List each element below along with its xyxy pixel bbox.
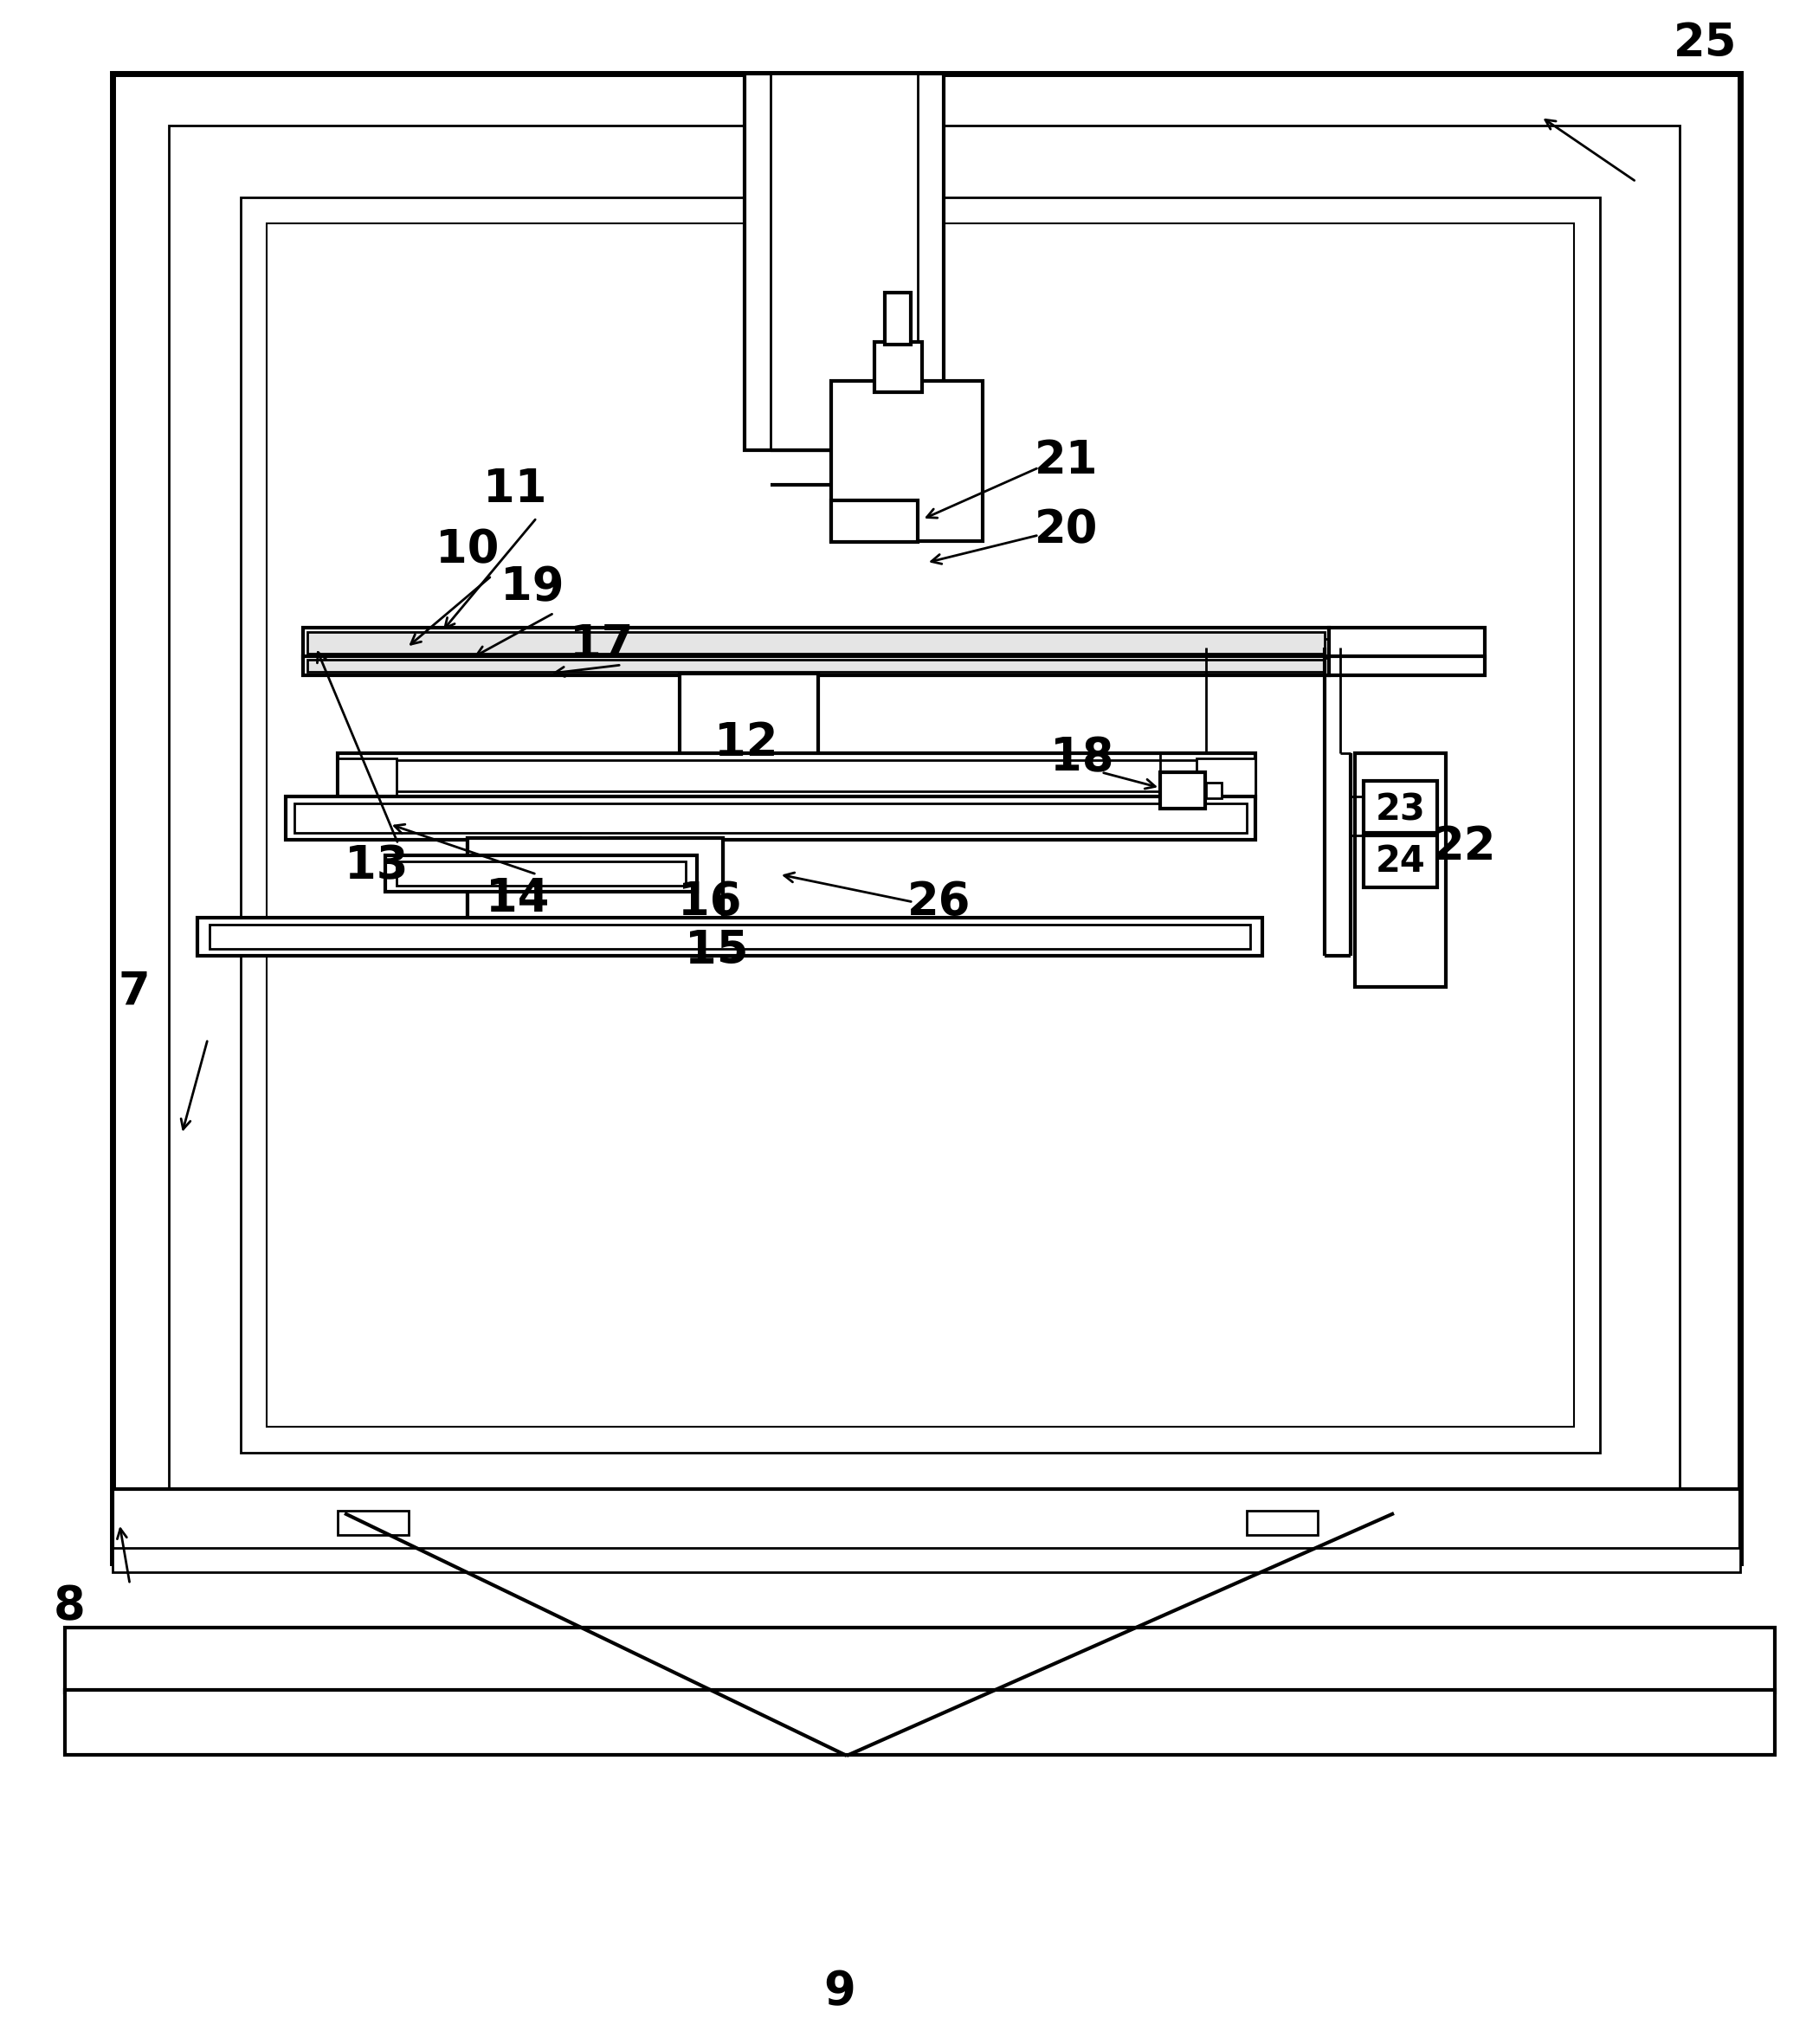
- Text: 12: 12: [715, 719, 779, 764]
- Bar: [338, 758, 397, 797]
- Bar: [611, 838, 722, 940]
- Bar: [831, 501, 919, 542]
- Bar: [467, 838, 722, 940]
- Bar: [680, 675, 819, 773]
- Bar: [65, 1690, 1775, 1756]
- Bar: [198, 918, 1262, 957]
- Text: 25: 25: [1673, 20, 1737, 65]
- Bar: [240, 198, 1601, 1453]
- Text: 13: 13: [346, 844, 409, 889]
- Bar: [338, 1511, 409, 1535]
- Bar: [1246, 1511, 1317, 1535]
- Bar: [113, 1490, 1741, 1549]
- Text: 23: 23: [1375, 791, 1426, 828]
- Text: 15: 15: [686, 928, 749, 973]
- Bar: [286, 797, 1255, 840]
- Bar: [1330, 628, 1484, 658]
- Text: 20: 20: [1035, 507, 1099, 552]
- Text: 21: 21: [1035, 437, 1099, 482]
- Bar: [884, 292, 911, 345]
- Bar: [304, 628, 1330, 658]
- Bar: [113, 1547, 1741, 1572]
- Text: 14: 14: [486, 877, 549, 922]
- Text: 7: 7: [118, 969, 151, 1014]
- Bar: [831, 380, 982, 542]
- Bar: [346, 760, 1246, 791]
- Bar: [295, 803, 1246, 832]
- Text: 9: 9: [824, 1968, 855, 2013]
- Bar: [338, 752, 1255, 799]
- Bar: [386, 854, 697, 891]
- Bar: [397, 861, 686, 885]
- Bar: [1355, 752, 1446, 987]
- Bar: [169, 125, 1679, 1511]
- Text: 11: 11: [484, 466, 548, 511]
- Text: 8: 8: [53, 1584, 85, 1629]
- Text: 24: 24: [1375, 844, 1426, 879]
- Bar: [65, 1627, 1775, 1692]
- Text: 19: 19: [500, 564, 564, 609]
- Bar: [771, 74, 919, 450]
- Bar: [267, 223, 1573, 1427]
- Bar: [1364, 836, 1437, 887]
- Bar: [304, 656, 1330, 675]
- Bar: [1161, 773, 1206, 809]
- Bar: [1206, 783, 1222, 799]
- Text: 10: 10: [437, 527, 498, 572]
- Text: 18: 18: [1050, 736, 1113, 781]
- Bar: [744, 74, 944, 450]
- Text: 22: 22: [1433, 824, 1497, 869]
- Bar: [307, 632, 1324, 654]
- Bar: [113, 74, 1741, 1564]
- Text: 26: 26: [908, 879, 971, 924]
- Bar: [467, 838, 580, 940]
- Bar: [875, 341, 922, 392]
- Bar: [1330, 656, 1484, 675]
- Text: 16: 16: [678, 879, 742, 924]
- Bar: [1197, 758, 1255, 797]
- Bar: [1364, 781, 1437, 832]
- Bar: [307, 660, 1324, 672]
- Bar: [209, 924, 1250, 948]
- Text: 17: 17: [569, 623, 633, 668]
